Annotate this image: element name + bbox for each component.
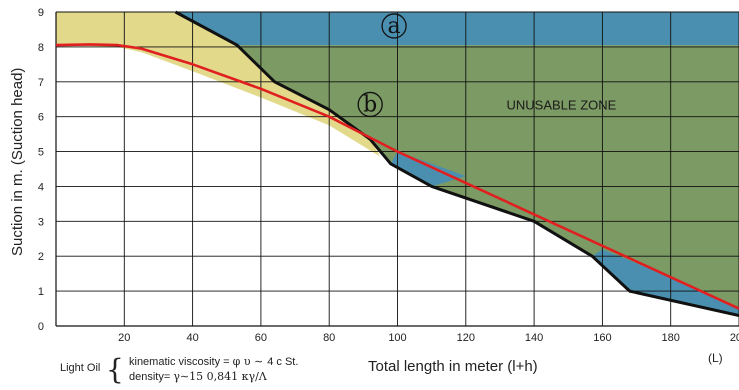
y-tick-label: 2 (38, 251, 44, 263)
viscosity-value: 4 c St. (267, 356, 298, 368)
x-axis-ticks: 20 40 60 80 100 120 140 160 180 200 (118, 332, 739, 344)
unusable-zone-label: UNUSABLE ZONE (507, 97, 617, 112)
fluid-info: Light Oil { kinematic viscosity = φ υ ∼ 4… (60, 353, 298, 386)
marker-circle-a (381, 13, 407, 39)
marker-label-b: b (363, 92, 377, 117)
blue-wedge-region (592, 249, 739, 316)
x-axis-unit-label: (L) (708, 351, 723, 365)
y-tick-label: 1 (38, 286, 44, 298)
y-axis-title: Suction in m. (Suction head) (9, 68, 26, 256)
y-tick-label: 3 (38, 216, 44, 228)
density-value: γ∼15 0,841 κγ/Λ (173, 370, 267, 383)
viscosity-line: kinematic viscosity = φ υ ∼ 4 c St. (129, 355, 298, 368)
y-tick-label: 5 (38, 147, 44, 159)
blue-wedge-region (390, 151, 466, 187)
x-tick-label: 40 (186, 332, 198, 344)
red-line (55, 43, 739, 310)
x-tick-label: 100 (388, 332, 406, 344)
y-tick-label: 7 (38, 77, 44, 89)
density-label: density= (129, 371, 173, 383)
grid-lines (55, 11, 739, 327)
left-brace: { (106, 353, 124, 386)
y-tick-label: 0 (38, 321, 44, 333)
y-tick-label: 6 (38, 112, 44, 124)
chart-labels: a b UNUSABLE ZONE (357, 13, 617, 118)
x-tick-label: 120 (457, 332, 475, 344)
x-tick-label: 60 (255, 332, 267, 344)
y-axis-ticks: 0 1 2 3 4 5 6 7 8 9 (38, 7, 44, 333)
black-boundary-line (174, 10, 739, 317)
a-band-region (175, 12, 739, 46)
x-tick-label: 160 (593, 332, 611, 344)
x-tick-label: 20 (118, 332, 130, 344)
marker-label-a: a (388, 14, 401, 39)
viscosity-label: kinematic viscosity = (129, 356, 233, 368)
x-tick-label: 80 (323, 332, 335, 344)
x-axis-title: Total length in meter (l+h) (368, 358, 538, 375)
y-tick-label: 8 (38, 42, 44, 54)
density-line: density= γ∼15 0,841 κγ/Λ (129, 370, 268, 383)
x-tick-label: 200 (730, 332, 739, 344)
fluid-name: Light Oil (60, 362, 100, 374)
data-lines (55, 10, 739, 317)
viscosity-symbols: φ υ ∼ (233, 355, 264, 368)
y-tick-label: 9 (38, 7, 44, 19)
y-tick-label: 4 (38, 181, 44, 193)
x-tick-label: 180 (662, 332, 680, 344)
x-tick-label: 140 (525, 332, 543, 344)
unusable-zone-region (236, 45, 739, 316)
marker-circle-b (357, 91, 383, 118)
